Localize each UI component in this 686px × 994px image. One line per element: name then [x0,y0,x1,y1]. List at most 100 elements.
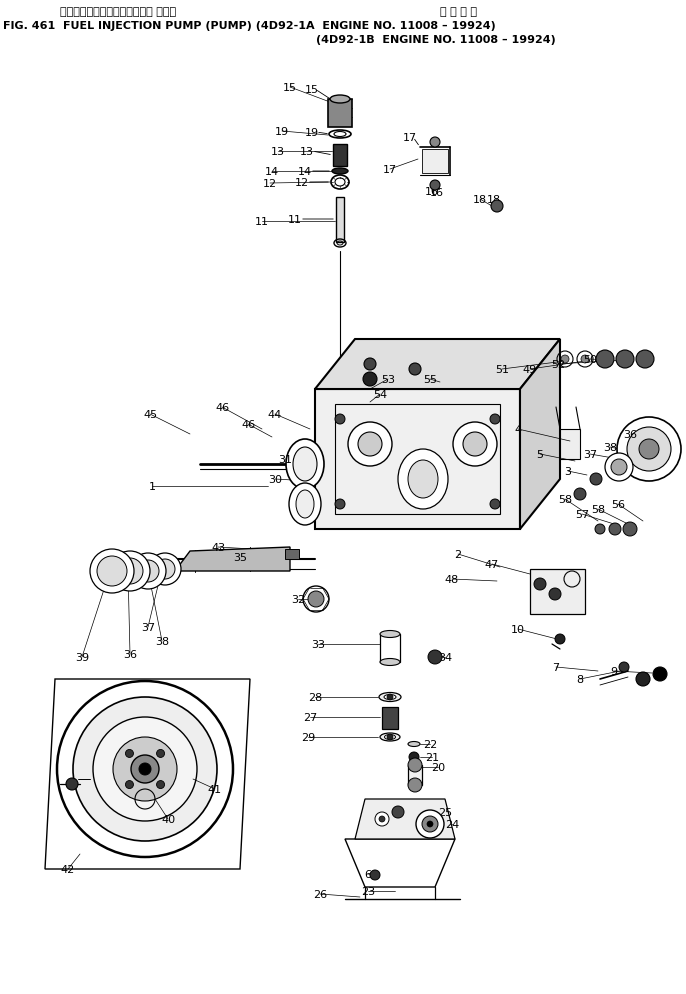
Circle shape [416,810,444,838]
Circle shape [110,552,150,591]
Circle shape [653,667,667,681]
Circle shape [590,473,602,485]
Circle shape [126,780,134,789]
Text: 32: 32 [291,594,305,604]
Text: 14: 14 [298,167,312,177]
Text: 49: 49 [523,365,537,375]
Circle shape [409,752,419,762]
Text: 38: 38 [603,442,617,452]
Text: 50: 50 [583,355,597,365]
Circle shape [639,439,659,459]
Circle shape [408,778,422,792]
Ellipse shape [380,734,400,742]
Polygon shape [175,548,290,572]
Text: 37: 37 [141,622,155,632]
Polygon shape [315,340,560,390]
Circle shape [139,763,151,775]
Text: 35: 35 [233,553,247,563]
Text: 19: 19 [275,127,289,137]
Circle shape [57,681,233,857]
Text: 15: 15 [305,84,319,94]
Text: 10: 10 [511,624,525,634]
Text: 41: 41 [208,784,222,794]
Ellipse shape [289,483,321,526]
Text: 43: 43 [211,543,225,553]
Circle shape [409,364,421,376]
Text: 2: 2 [454,550,462,560]
Text: 36: 36 [123,649,137,659]
Circle shape [308,591,324,607]
Circle shape [609,524,621,536]
Circle shape [130,554,166,589]
Text: 5: 5 [536,449,543,459]
Text: 31: 31 [278,454,292,464]
Text: 21: 21 [425,752,439,762]
Circle shape [549,588,561,600]
Text: 13: 13 [271,147,285,157]
Ellipse shape [379,693,401,702]
Text: 39: 39 [75,652,89,662]
Text: 1: 1 [148,481,156,491]
Text: 30: 30 [268,474,282,484]
Text: 40: 40 [161,814,175,824]
Text: 15: 15 [283,83,297,92]
Circle shape [149,554,181,585]
Text: 3: 3 [565,466,571,476]
Circle shape [596,351,614,369]
Text: 4: 4 [514,424,521,434]
Circle shape [427,821,433,827]
Text: 8: 8 [576,674,584,684]
Circle shape [156,780,165,789]
Text: 36: 36 [623,429,637,439]
Circle shape [561,356,569,364]
Polygon shape [315,390,520,530]
Circle shape [117,559,143,584]
Circle shape [616,351,634,369]
Text: 11: 11 [255,217,269,227]
Text: 51: 51 [495,365,509,375]
Text: 26: 26 [313,889,327,900]
Circle shape [358,432,382,456]
Circle shape [379,816,385,822]
Text: 47: 47 [485,560,499,570]
Circle shape [97,557,127,586]
Text: 46: 46 [215,403,229,413]
Text: 48: 48 [445,575,459,584]
Circle shape [463,432,487,456]
Circle shape [113,738,177,801]
Circle shape [392,806,404,818]
Text: 適 用 号 機: 適 用 号 機 [440,7,477,17]
Circle shape [428,650,442,664]
Text: 54: 54 [373,390,387,400]
Circle shape [611,459,627,475]
Circle shape [375,812,389,826]
Circle shape [363,373,377,387]
Circle shape [636,351,654,369]
Text: 14: 14 [265,167,279,177]
Bar [408,765,422,785]
Text: 28: 28 [308,692,322,703]
Text: 55: 55 [423,375,437,385]
Text: FIG. 461  FUEL INJECTION PUMP (PUMP) (4D92-1A  ENGINE NO. 11008 – 19924): FIG. 461 FUEL INJECTION PUMP (PUMP) (4D9… [3,21,496,31]
Text: 12: 12 [295,178,309,188]
Circle shape [619,662,629,672]
Circle shape [627,427,671,471]
Text: 6: 6 [364,869,372,879]
Circle shape [430,138,440,148]
Text: 44: 44 [268,410,282,419]
Bar [382,708,398,730]
Circle shape [574,488,586,501]
Ellipse shape [332,169,348,175]
Circle shape [335,414,345,424]
Bar [336,198,344,243]
Circle shape [408,758,422,772]
Circle shape [617,417,681,481]
Circle shape [73,698,217,841]
Text: 42: 42 [61,864,75,874]
Bar [380,634,400,662]
Circle shape [555,634,565,644]
Circle shape [491,201,503,213]
Text: 57: 57 [575,510,589,520]
Circle shape [348,422,392,466]
Text: 34: 34 [438,652,452,662]
